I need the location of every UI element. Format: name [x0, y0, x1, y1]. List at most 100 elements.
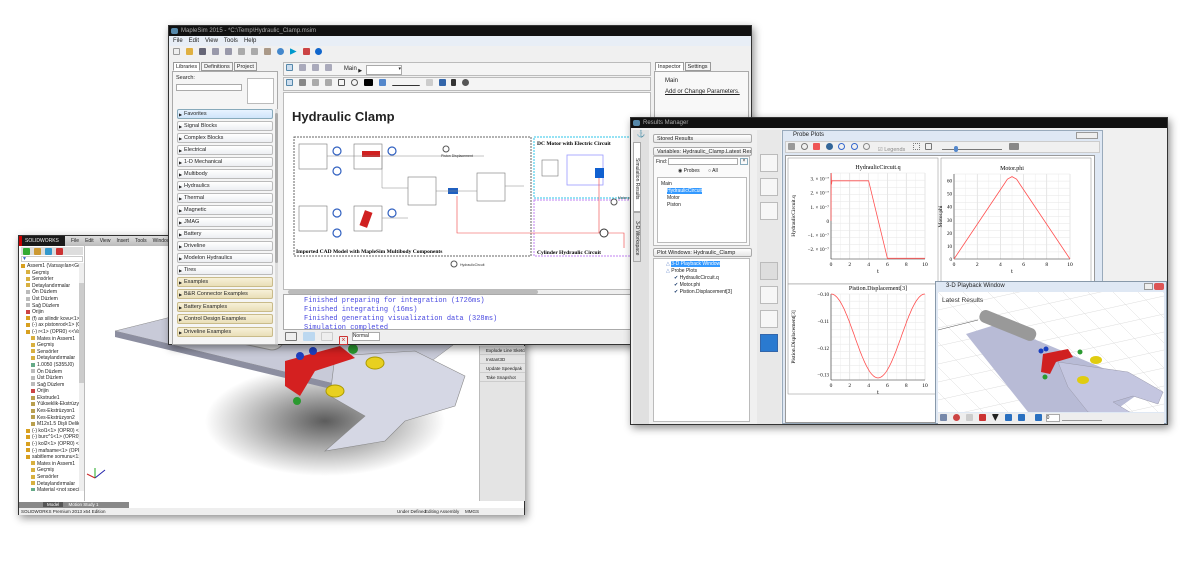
tree-item[interactable]: (-) kol2<1> (OPR0) <<Varsı: [19, 441, 79, 448]
crosshair-icon[interactable]: [800, 143, 808, 150]
subsystem-dropdown[interactable]: ▾: [366, 65, 403, 76]
tree-item[interactable]: (-) r<1> (OPR0) <<Varsayıl: [19, 329, 79, 336]
menu-edit[interactable]: Edit: [188, 38, 200, 44]
tree-item[interactable]: Geçmiş: [19, 467, 79, 474]
tree-item[interactable]: Sağ Düzlem: [19, 303, 79, 310]
time-slider[interactable]: [941, 146, 1002, 153]
probe-icon[interactable]: [425, 79, 433, 86]
open-icon[interactable]: [185, 48, 193, 55]
tree-item[interactable]: Detaylandırmalar: [19, 481, 79, 488]
tree-item[interactable]: Ön Düzlem: [19, 369, 79, 376]
attach-plot-icon[interactable]: [760, 286, 778, 304]
tab-settings[interactable]: Settings: [684, 62, 711, 71]
task-item[interactable]: Take Snapshot: [480, 373, 525, 382]
console-view-icon[interactable]: [302, 332, 315, 341]
canvas-hscrollbar[interactable]: [283, 290, 651, 294]
menu-view[interactable]: View: [99, 238, 111, 244]
tree-item[interactable]: (f) ax silindir kovu<1> (OPR: [19, 316, 79, 323]
tree-item[interactable]: Ön Düzlem: [19, 289, 79, 296]
radio-all[interactable]: ○ All: [708, 168, 718, 174]
model-canvas[interactable]: Hydraulic Clamp: [283, 92, 651, 290]
library-item[interactable]: Multibody: [177, 169, 273, 179]
probe-plots-controls[interactable]: [1076, 132, 1098, 139]
tree-item[interactable]: (-) burc^1<1> (OPR0) <<Va: [19, 434, 79, 441]
console-mode-dropdown[interactable]: Normal: [351, 332, 380, 341]
tree-item[interactable]: Ekstrude1: [19, 395, 79, 402]
task-item[interactable]: Instant3D: [480, 355, 525, 364]
menu-window[interactable]: Window: [152, 238, 171, 244]
task-item[interactable]: Update Speedpak: [480, 364, 525, 373]
plot-window-item[interactable]: ✔ HydraulicCircuit.q: [674, 275, 719, 281]
library-item[interactable]: Battery: [177, 229, 273, 239]
fill-color-icon[interactable]: [363, 79, 373, 86]
line-tool-icon[interactable]: [324, 79, 332, 86]
export-plot-icon[interactable]: [760, 262, 778, 280]
breadcrumb[interactable]: Main: [343, 66, 357, 72]
library-item[interactable]: JMAG: [177, 217, 273, 227]
connector-tool-icon[interactable]: [298, 79, 306, 86]
variable-item[interactable]: HydraulicCircuit: [667, 188, 703, 194]
zoom-out-icon[interactable]: [850, 143, 858, 150]
simulate-settings-icon[interactable]: [276, 48, 284, 55]
select-tool-icon[interactable]: [286, 79, 293, 86]
status-units[interactable]: MMGS: [465, 509, 479, 514]
paste-icon[interactable]: [263, 48, 271, 55]
tab-project[interactable]: Project: [233, 62, 257, 71]
select-icon[interactable]: [965, 414, 973, 421]
tree-item[interactable]: Material <not specified>: [19, 487, 79, 491]
pan-icon[interactable]: [825, 143, 833, 150]
fast-forward-button[interactable]: [1034, 414, 1042, 421]
tree-item[interactable]: Sensörler: [19, 276, 79, 283]
tab-definitions[interactable]: Definitions: [201, 62, 233, 71]
frame-input[interactable]: 0: [1045, 414, 1060, 422]
trace-icon[interactable]: [813, 143, 821, 150]
tree-item[interactable]: Mates in Assem1: [19, 336, 79, 343]
new-icon[interactable]: [173, 48, 180, 55]
tree-item[interactable]: Sensörler: [19, 474, 79, 481]
play-button[interactable]: [1004, 414, 1012, 421]
delete-icon[interactable]: [462, 79, 470, 86]
link-icon[interactable]: [788, 143, 795, 150]
library-item[interactable]: Driveline: [177, 241, 273, 251]
menu-help[interactable]: Help: [243, 38, 257, 44]
menu-view[interactable]: View: [205, 38, 218, 44]
tree-item[interactable]: Üst Düzlem: [19, 296, 79, 303]
menu-edit[interactable]: Edit: [85, 238, 94, 244]
clear-console-icon[interactable]: ×: [338, 336, 348, 345]
axis-icon[interactable]: [925, 143, 933, 150]
library-item[interactable]: Hydraulics: [177, 181, 273, 191]
tree-item[interactable]: 1.0050 (S355J0): [19, 362, 79, 369]
variable-item[interactable]: Motor: [667, 195, 680, 201]
equation-view-icon[interactable]: [324, 64, 332, 71]
clear-find-icon[interactable]: ×: [740, 158, 748, 165]
help-icon[interactable]: [315, 48, 323, 55]
variable-item[interactable]: Main: [661, 181, 672, 187]
tree-item[interactable]: (-) mafsame<1> (OPR0): [19, 448, 79, 455]
line-color-icon[interactable]: [378, 79, 386, 86]
feature-tree[interactable]: Assem1 (Varsayılan<Görüntü DGeçmişSensör…: [19, 263, 79, 491]
marker-icon[interactable]: [952, 414, 960, 421]
add-curve-icon[interactable]: [760, 178, 778, 196]
feature-tree-tabs[interactable]: [21, 247, 83, 255]
tree-item[interactable]: Orijin: [19, 309, 79, 316]
camera-icon[interactable]: [940, 414, 947, 421]
grid-icon[interactable]: [912, 143, 920, 150]
block-diagram[interactable]: Piston Displacement HydraulicCircuit Mot…: [284, 93, 650, 289]
line-style-dropdown[interactable]: [391, 79, 420, 86]
library-item[interactable]: Magnetic: [177, 205, 273, 215]
undo-icon[interactable]: [211, 48, 219, 55]
text-tool-icon[interactable]: [311, 79, 319, 86]
attach-icon[interactable]: [438, 79, 446, 86]
library-item[interactable]: Favorites: [177, 109, 273, 119]
plot-windows-tree[interactable]: △ 3-D Playback Window △ Probe Plots ✔ Hydr…: [653, 258, 750, 422]
rewind-button[interactable]: [1017, 414, 1025, 421]
table-icon[interactable]: [760, 310, 778, 328]
tree-item[interactable]: sabitleme somunu<1> (OP: [19, 454, 79, 461]
menu-tools[interactable]: Tools: [223, 38, 238, 44]
libraries-scrollbar[interactable]: [275, 109, 278, 344]
icon-view-icon[interactable]: [311, 64, 319, 71]
table-view-icon[interactable]: [1009, 143, 1020, 150]
ellipse-tool-icon[interactable]: [350, 79, 358, 86]
tree-item[interactable]: Geçmiş: [19, 270, 79, 277]
library-item[interactable]: Electrical: [177, 145, 273, 155]
